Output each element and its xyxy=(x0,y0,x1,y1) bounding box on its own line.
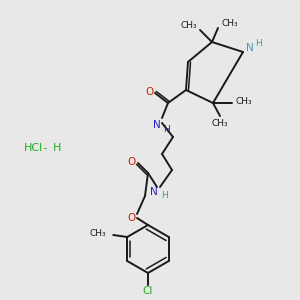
Text: CH₃: CH₃ xyxy=(180,20,197,29)
Text: CH₃: CH₃ xyxy=(212,119,228,128)
Text: HCl: HCl xyxy=(24,143,43,153)
Text: O: O xyxy=(128,213,136,223)
Text: H: H xyxy=(53,143,61,153)
Text: H: H xyxy=(160,191,167,200)
Text: N: N xyxy=(153,120,161,130)
Text: H: H xyxy=(256,40,262,49)
Text: CH₃: CH₃ xyxy=(236,97,253,106)
Text: CH₃: CH₃ xyxy=(221,19,238,28)
Text: O: O xyxy=(128,157,136,167)
Text: -: - xyxy=(40,143,52,153)
Text: H: H xyxy=(163,124,170,134)
Text: O: O xyxy=(145,87,153,97)
Text: Cl: Cl xyxy=(143,286,153,296)
Text: N: N xyxy=(150,187,158,197)
Text: CH₃: CH₃ xyxy=(90,230,106,238)
Text: N: N xyxy=(246,43,254,53)
